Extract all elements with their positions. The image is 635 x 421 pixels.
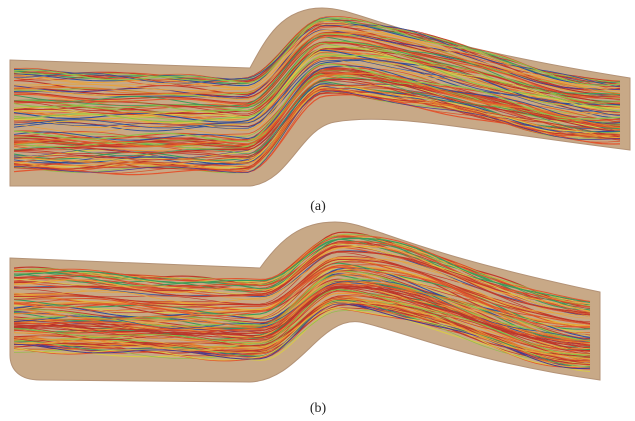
panel-label: (a) — [310, 199, 326, 214]
figure: (a) (b) — [0, 0, 635, 421]
panel-label: (b) — [310, 401, 327, 416]
